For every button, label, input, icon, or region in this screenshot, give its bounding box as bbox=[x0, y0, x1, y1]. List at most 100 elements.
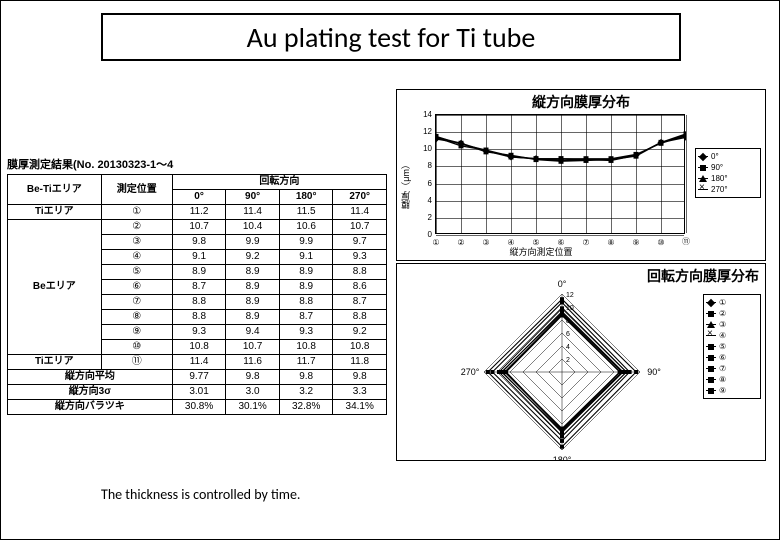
summary-cell: 9.8 bbox=[333, 370, 387, 385]
row-label: ⑪ bbox=[101, 355, 172, 370]
y-tick: 10 bbox=[418, 144, 432, 153]
summary-cell: 3.2 bbox=[279, 385, 333, 400]
radar-legend-item: ⑨ bbox=[706, 385, 758, 396]
col-angle: 90° bbox=[226, 190, 280, 205]
table-cell: 10.4 bbox=[226, 220, 280, 235]
table-cell: 9.8 bbox=[172, 235, 226, 250]
y-tick: 6 bbox=[418, 179, 432, 188]
table-cell: 8.8 bbox=[333, 265, 387, 280]
radarchart-plot: 0°90°180°270°24681012 bbox=[417, 280, 707, 460]
y-tick: 12 bbox=[418, 127, 432, 136]
row-label: ⑧ bbox=[101, 310, 172, 325]
radar-legend-item: ⑤ bbox=[706, 341, 758, 352]
table-cell: 9.7 bbox=[333, 235, 387, 250]
svg-text:12: 12 bbox=[566, 292, 574, 299]
summary-cell: 3.3 bbox=[333, 385, 387, 400]
table-cell: 8.7 bbox=[333, 295, 387, 310]
table-cell: 8.9 bbox=[226, 280, 280, 295]
table-cell: 9.3 bbox=[172, 325, 226, 340]
table-cell: 11.2 bbox=[172, 205, 226, 220]
summary-cell: 3.01 bbox=[172, 385, 226, 400]
legend-item: 270° bbox=[698, 184, 758, 195]
table-cell: 10.8 bbox=[333, 340, 387, 355]
radar-legend-item: ⑥ bbox=[706, 352, 758, 363]
table-cell: 8.7 bbox=[279, 310, 333, 325]
table-cell: 8.8 bbox=[172, 310, 226, 325]
linechart-title: 縦方向膜厚分布 bbox=[397, 92, 765, 112]
summary-label: 縦方向バラツキ bbox=[8, 400, 173, 415]
rotation-header: 回転方向 bbox=[172, 175, 386, 190]
area-cell: Tiエリア bbox=[8, 205, 102, 220]
summary-cell: 30.8% bbox=[172, 400, 226, 415]
radar-legend-item: ③ bbox=[706, 319, 758, 330]
area-cell: Tiエリア bbox=[8, 355, 102, 370]
radar-chart: 回転方向膜厚分布 0°90°180°270°24681012 ①②③④⑤⑥⑦⑧⑨ bbox=[396, 263, 766, 461]
summary-cell: 34.1% bbox=[333, 400, 387, 415]
svg-text:0°: 0° bbox=[558, 280, 567, 289]
row-label: ⑥ bbox=[101, 280, 172, 295]
radar-legend-item: ④ bbox=[706, 330, 758, 341]
caption: The thickness is controlled by time. bbox=[101, 486, 300, 503]
summary-cell: 3.0 bbox=[226, 385, 280, 400]
row-label: ⑨ bbox=[101, 325, 172, 340]
table-cell: 9.1 bbox=[279, 250, 333, 265]
table-cell: 8.7 bbox=[172, 280, 226, 295]
legend-item: 0° bbox=[698, 151, 758, 162]
linechart-plot: 02468101214①②③④⑤⑥⑦⑧⑨⑩⑪ bbox=[435, 114, 685, 234]
svg-text:270°: 270° bbox=[461, 367, 480, 377]
title-box: Au plating test for Ti tube bbox=[101, 13, 681, 61]
table-cell: 9.1 bbox=[172, 250, 226, 265]
table-cell: 9.9 bbox=[279, 235, 333, 250]
table-header-text: 膜厚測定結果(No. 20130323-1〜4 bbox=[7, 156, 387, 172]
table-cell: 11.5 bbox=[279, 205, 333, 220]
table-cell: 9.3 bbox=[333, 250, 387, 265]
area-col-header: Be-Tiエリア bbox=[8, 175, 102, 205]
table-cell: 10.6 bbox=[279, 220, 333, 235]
y-tick: 4 bbox=[418, 196, 432, 205]
table-cell: 9.2 bbox=[226, 250, 280, 265]
row-label: ⑩ bbox=[101, 340, 172, 355]
table-cell: 11.6 bbox=[226, 355, 280, 370]
radar-legend-item: ⑦ bbox=[706, 363, 758, 374]
table-cell: 9.3 bbox=[279, 325, 333, 340]
table-cell: 8.8 bbox=[172, 295, 226, 310]
table-cell: 8.9 bbox=[226, 310, 280, 325]
radar-legend-item: ① bbox=[706, 297, 758, 308]
page-title: Au plating test for Ti tube bbox=[247, 20, 536, 55]
table-cell: 8.9 bbox=[226, 295, 280, 310]
summary-cell: 30.1% bbox=[226, 400, 280, 415]
area-cell: Beエリア bbox=[8, 220, 102, 355]
summary-cell: 9.8 bbox=[279, 370, 333, 385]
linechart-xlabel: 縦方向測定位置 bbox=[397, 245, 685, 258]
summary-cell: 32.8% bbox=[279, 400, 333, 415]
table-cell: 8.9 bbox=[172, 265, 226, 280]
col-angle: 270° bbox=[333, 190, 387, 205]
thickness-table: 膜厚測定結果(No. 20130323-1〜4 Be-Tiエリア 測定位置 回転… bbox=[7, 156, 387, 415]
y-tick: 8 bbox=[418, 161, 432, 170]
table-cell: 10.8 bbox=[279, 340, 333, 355]
table-cell: 11.4 bbox=[172, 355, 226, 370]
table-cell: 8.9 bbox=[226, 265, 280, 280]
col-angle: 180° bbox=[279, 190, 333, 205]
radar-legend-item: ② bbox=[706, 308, 758, 319]
legend-item: 180° bbox=[698, 173, 758, 184]
radar-legend-item: ⑧ bbox=[706, 374, 758, 385]
table-cell: 11.4 bbox=[333, 205, 387, 220]
row-label: ① bbox=[101, 205, 172, 220]
row-label: ④ bbox=[101, 250, 172, 265]
table-cell: 10.7 bbox=[172, 220, 226, 235]
y-tick: 14 bbox=[418, 110, 432, 119]
table-cell: 8.6 bbox=[333, 280, 387, 295]
row-label: ⑦ bbox=[101, 295, 172, 310]
table-cell: 8.8 bbox=[333, 310, 387, 325]
table-cell: 10.7 bbox=[226, 340, 280, 355]
svg-text:2: 2 bbox=[566, 357, 570, 364]
svg-text:180°: 180° bbox=[553, 455, 572, 460]
pos-label: 測定位置 bbox=[101, 175, 172, 205]
table-cell: 9.2 bbox=[333, 325, 387, 340]
summary-label: 縦方向3σ bbox=[8, 385, 173, 400]
legend-item: 90° bbox=[698, 162, 758, 173]
table-cell: 8.8 bbox=[279, 295, 333, 310]
y-tick: 0 bbox=[418, 230, 432, 239]
y-tick: 2 bbox=[418, 213, 432, 222]
